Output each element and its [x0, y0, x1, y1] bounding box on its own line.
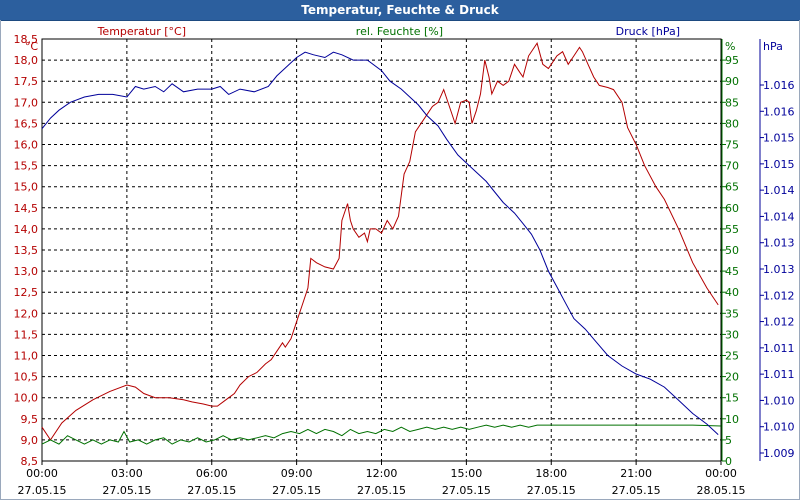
pressure-tick-label: 1.011: [763, 368, 795, 381]
humidity-tick-label: 25: [725, 350, 739, 363]
pressure-tick-label: 1.016: [763, 105, 795, 118]
x-tick-time: 03:00: [111, 467, 143, 480]
temperature-tick-label: 9,0: [21, 434, 39, 447]
pressure-tick-label: 1.014: [763, 210, 795, 223]
humidity-axis-label: rel. Feuchte [%]: [356, 25, 443, 38]
x-tick-time: 09:00: [281, 467, 313, 480]
temperature-tick-label: 18,5: [14, 33, 39, 46]
humidity-tick-label: 90: [725, 75, 739, 88]
temperature-tick-label: 8,5: [21, 455, 39, 468]
pressure-unit: hPa: [763, 40, 783, 53]
pressure-tick-label: 1.013: [763, 263, 795, 276]
humidity-tick-label: 35: [725, 307, 739, 320]
x-tick-time: 12:00: [366, 467, 398, 480]
temperature-tick-label: 11,5: [14, 328, 39, 341]
humidity-tick-label: 0: [725, 455, 732, 468]
x-tick-time: 00:00: [26, 467, 58, 480]
pressure-tick-label: 1.012: [763, 289, 795, 302]
humidity-tick-label: 10: [725, 413, 739, 426]
temperature-tick-label: 17,5: [14, 75, 39, 88]
pressure-tick-label: 1.012: [763, 316, 795, 329]
humidity-tick-label: 95: [725, 54, 739, 67]
x-tick-date: 27.05.15: [187, 484, 236, 497]
temperature-tick-label: 14,0: [14, 223, 39, 236]
temperature-tick-label: 12,5: [14, 286, 39, 299]
x-tick-date: 27.05.15: [102, 484, 151, 497]
x-tick-time: 21:00: [620, 467, 652, 480]
humidity-tick-label: 30: [725, 328, 739, 341]
humidity-tick-label: 70: [725, 160, 739, 173]
pressure-tick-label: 1.014: [763, 184, 795, 197]
humidity-tick-label: 85: [725, 96, 739, 109]
temperature-unit: °C: [25, 40, 39, 53]
pressure-tick-label: 1.016: [763, 79, 795, 92]
humidity-tick-label: 5: [725, 434, 732, 447]
x-tick-date: 27.05.15: [357, 484, 406, 497]
pressure-tick-label: 1.009: [763, 447, 795, 460]
x-tick-time: 00:00: [705, 467, 737, 480]
temperature-tick-label: 14,5: [14, 202, 39, 215]
humidity-tick-label: 80: [725, 117, 739, 130]
title-bar: Temperatur, Feuchte & Druck: [0, 0, 800, 21]
temperature-tick-label: 13,5: [14, 244, 39, 257]
temperature-tick-label: 10,5: [14, 371, 39, 384]
temperature-tick-label: 11,0: [14, 350, 39, 363]
x-tick-time: 15:00: [451, 467, 483, 480]
temperature-tick-label: 17,0: [14, 96, 39, 109]
temperature-tick-label: 15,0: [14, 181, 39, 194]
temperature-tick-label: 18,0: [14, 54, 39, 67]
window-title: Temperatur, Feuchte & Druck: [301, 3, 499, 17]
pressure-tick-label: 1.010: [763, 421, 795, 434]
series-line-humidity: [41, 424, 722, 445]
temperature-tick-label: 15,5: [14, 160, 39, 173]
pressure-tick-label: 1.013: [763, 237, 795, 250]
temperature-tick-label: 10,0: [14, 392, 39, 405]
x-tick-date: 27.05.15: [272, 484, 321, 497]
humidity-tick-label: 55: [725, 223, 739, 236]
x-tick-date: 27.05.15: [612, 484, 661, 497]
pressure-tick-label: 1.015: [763, 132, 795, 145]
humidity-tick-label: 20: [725, 371, 739, 384]
x-tick-date: 27.05.15: [18, 484, 67, 497]
pressure-tick-label: 1.015: [763, 158, 795, 171]
x-tick-date: 27.05.15: [527, 484, 576, 497]
series-line-temperature: [41, 42, 719, 441]
temperature-tick-label: 9,5: [21, 413, 39, 426]
humidity-tick-label: 60: [725, 202, 739, 215]
x-tick-time: 18:00: [535, 467, 567, 480]
humidity-tick-label: 75: [725, 139, 739, 152]
humidity-unit: %: [725, 40, 735, 53]
humidity-tick-label: 65: [725, 181, 739, 194]
temperature-tick-label: 16,0: [14, 139, 39, 152]
temperature-tick-label: 13,0: [14, 265, 39, 278]
humidity-tick-label: 50: [725, 244, 739, 257]
pressure-tick-label: 1.010: [763, 394, 795, 407]
pressure-axis-label: Druck [hPa]: [616, 25, 680, 38]
x-tick-date: 28.05.15: [697, 484, 746, 497]
humidity-tick-label: 45: [725, 265, 739, 278]
temperature-axis-label: Temperatur [°C]: [97, 25, 186, 38]
pressure-tick-label: 1.011: [763, 342, 795, 355]
humidity-tick-label: 15: [725, 392, 739, 405]
x-tick-date: 27.05.15: [442, 484, 491, 497]
x-tick-time: 06:00: [196, 467, 228, 480]
temperature-tick-label: 12,0: [14, 307, 39, 320]
series-line-pressure: [41, 51, 719, 435]
humidity-tick-label: 40: [725, 286, 739, 299]
temperature-tick-label: 16,5: [14, 117, 39, 130]
